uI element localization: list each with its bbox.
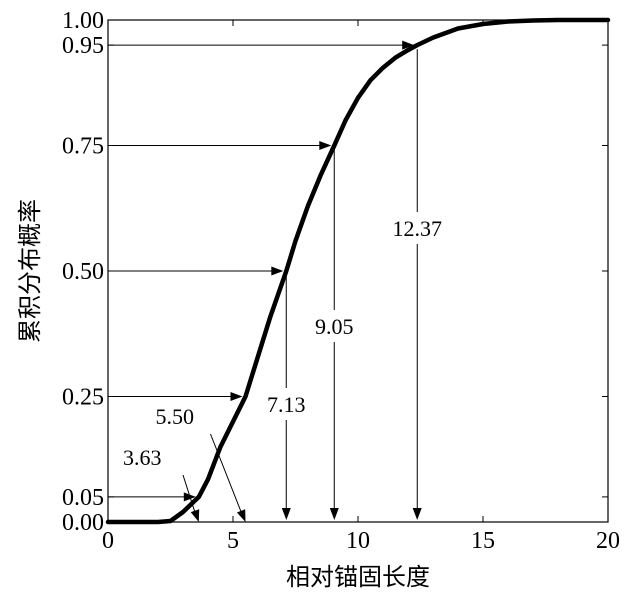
- quantile-value-label: 3.63: [123, 445, 162, 470]
- quantile-value-label: 5.50: [156, 404, 195, 429]
- x-axis-label: 相对锚固长度: [286, 563, 430, 591]
- quantile-value-label: 12.37: [393, 216, 443, 241]
- quantile-value-label: 9.05: [315, 314, 354, 339]
- y-tick-label: 0.50: [62, 259, 104, 285]
- y-tick-label: 0.25: [62, 385, 104, 411]
- x-tick-label: 10: [346, 528, 370, 554]
- y-tick-label: 0.95: [62, 33, 104, 59]
- y-tick-label: 1.00: [62, 8, 104, 34]
- y-axis-label: 累积分布概率: [16, 199, 44, 343]
- quantile-value-label: 7.13: [267, 392, 306, 417]
- x-tick-label: 5: [227, 528, 239, 554]
- y-tick-label: 0.00: [62, 510, 104, 536]
- x-tick-label: 15: [471, 528, 495, 554]
- x-tick-label: 20: [596, 528, 620, 554]
- y-tick-label: 0.75: [62, 134, 104, 160]
- y-tick-label: 0.05: [62, 485, 104, 511]
